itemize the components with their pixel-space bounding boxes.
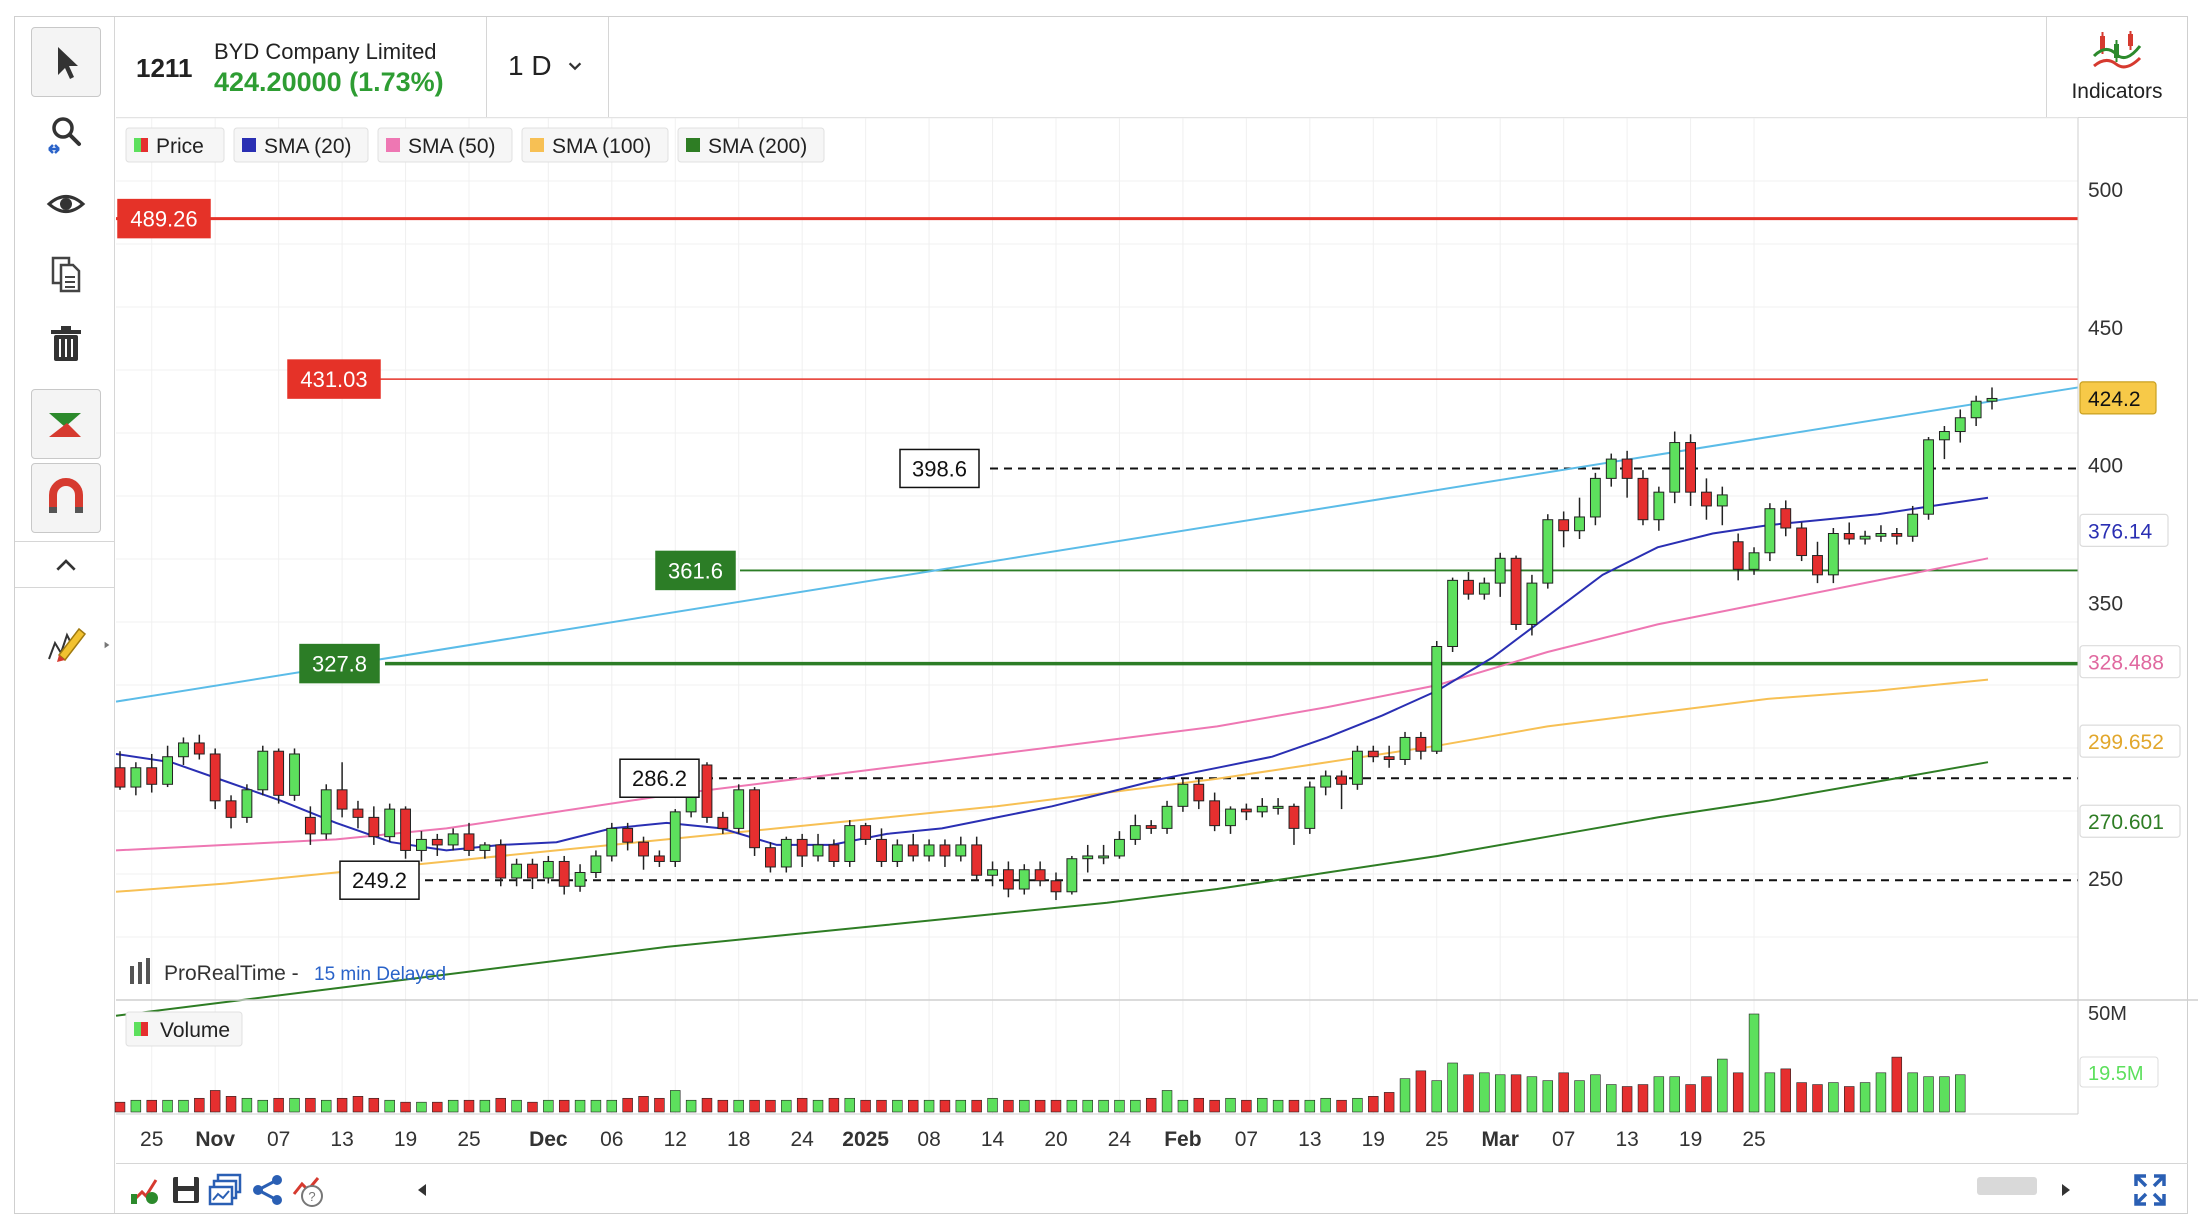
indicators-icon — [2092, 31, 2142, 69]
indicators-button[interactable]: Indicators — [2046, 17, 2188, 117]
chart-type-icon — [49, 413, 81, 437]
trash-icon — [51, 326, 81, 361]
copy-icon — [51, 256, 81, 293]
pencil-icon — [48, 627, 87, 662]
timeframe-value: 1 D — [508, 50, 552, 81]
symbol-code: 1211 — [136, 53, 193, 83]
magnet-button[interactable] — [31, 463, 101, 533]
magnet-icon — [49, 478, 83, 513]
delete-tool-button[interactable] — [31, 309, 101, 379]
chevron-up-icon — [56, 559, 76, 571]
indicators-label: Indicators — [2071, 80, 2163, 103]
visibility-tool-button[interactable] — [31, 169, 101, 239]
timeframe-selector[interactable]: 1 D — [508, 50, 584, 82]
scrollbar-thumb[interactable] — [1977, 1177, 2037, 1195]
zoom-tool-button[interactable] — [31, 99, 101, 169]
share-icon[interactable] — [250, 1172, 286, 1208]
zoom-icon — [48, 117, 81, 154]
pointer-icon — [58, 47, 78, 79]
chart-type-button[interactable] — [31, 389, 101, 459]
pointer-tool-button[interactable] — [31, 27, 101, 97]
scroll-left-icon[interactable] — [412, 1172, 432, 1208]
alert-icon[interactable]: ? — [288, 1172, 324, 1208]
scroll-right-icon[interactable] — [2056, 1172, 2076, 1208]
chevron-down-icon — [568, 62, 581, 71]
svg-text:?: ? — [308, 1189, 315, 1204]
bottom-toolbar: ? — [116, 1163, 2188, 1213]
price-change: 424.20000 (1.73%) — [214, 67, 444, 97]
company-name: BYD Company Limited — [214, 39, 437, 64]
settings-icon[interactable] — [126, 1172, 162, 1208]
drawing-tools-button[interactable] — [31, 607, 101, 677]
save-icon[interactable] — [168, 1172, 204, 1208]
eye-icon — [46, 195, 86, 213]
copy-tool-button[interactable] — [31, 239, 101, 309]
collapse-toolbar-button[interactable] — [31, 545, 101, 585]
chart-window: 1211 BYD Company Limited 424.20000 (1.73… — [14, 16, 2188, 1214]
left-toolbar — [15, 17, 115, 1213]
fullscreen-icon[interactable] — [2132, 1172, 2168, 1208]
expand-arrow-icon — [104, 641, 110, 649]
layouts-icon[interactable] — [208, 1172, 244, 1208]
chart-header: 1211 BYD Company Limited 424.20000 (1.73… — [116, 17, 2188, 118]
